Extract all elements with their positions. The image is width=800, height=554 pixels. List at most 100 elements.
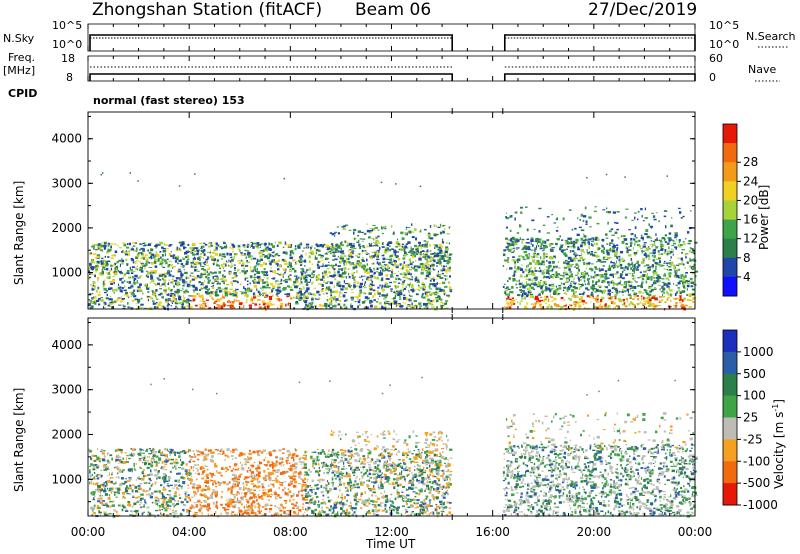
- scatter-cell: [529, 285, 532, 289]
- scatter-cell: [181, 303, 184, 306]
- scatter-cell: [630, 267, 633, 270]
- scatter-cell: [374, 292, 376, 296]
- scatter-cell: [289, 468, 293, 472]
- scatter-cell: [199, 276, 201, 279]
- scatter-cell: [587, 278, 590, 280]
- scatter-cell: [657, 276, 660, 280]
- scatter-cell: [653, 277, 656, 279]
- scatter-cell: [222, 304, 224, 308]
- scatter-cell: [411, 231, 415, 233]
- scatter-cell: [215, 510, 217, 514]
- scatter-cell: [186, 255, 190, 258]
- scatter-cell: [329, 306, 333, 310]
- scatter-cell: [235, 295, 239, 299]
- scatter-cell: [243, 295, 248, 297]
- scatter-cell: [176, 299, 178, 303]
- scatter-cell: [667, 282, 671, 285]
- scatter-cell: [174, 301, 178, 305]
- scatter-cell: [663, 237, 666, 241]
- scatter-cell: [624, 267, 627, 269]
- scatter-cell: [100, 514, 102, 517]
- scatter-cell: [410, 269, 412, 271]
- scatter-cell: [397, 257, 400, 261]
- scatter-cell: [528, 254, 531, 257]
- scatter-cell: [297, 292, 300, 294]
- scatter-cell: [252, 246, 255, 249]
- scatter-cell: [414, 280, 416, 282]
- scatter-cell: [519, 286, 522, 288]
- scatter-cell: [627, 284, 630, 287]
- scatter-cell: [288, 274, 291, 278]
- scatter-cell: [424, 265, 427, 267]
- scatter-cell: [317, 249, 321, 252]
- scatter-cell: [180, 249, 182, 252]
- scatter-cell: [216, 282, 219, 285]
- scatter-cell: [91, 297, 94, 300]
- scatter-cell: [654, 242, 656, 244]
- scatter-cell: [681, 251, 683, 254]
- scatter-cell: [336, 284, 339, 287]
- scatter-cell: [544, 297, 548, 301]
- scatter-cell: [409, 262, 413, 266]
- scatter-cell: [170, 291, 172, 294]
- scatter-cell: [521, 290, 524, 292]
- scatter-cell: [653, 269, 657, 272]
- scatter-cell: [641, 261, 645, 264]
- scatter-cell: [296, 513, 299, 515]
- scatter-cell: [558, 287, 562, 290]
- scatter-cell: [326, 258, 329, 260]
- scatter-cell: [643, 243, 646, 245]
- scatter-cell: [503, 306, 505, 308]
- scatter-cell: [357, 305, 359, 309]
- scatter-cell: [419, 230, 422, 233]
- scatter-cell: [318, 479, 321, 483]
- scatter-cell: [513, 249, 515, 252]
- scatter-cell: [180, 262, 184, 265]
- scatter-cell: [212, 263, 215, 266]
- scatter-cell: [629, 284, 633, 288]
- scatter-cell: [437, 226, 441, 228]
- scatter-cell: [687, 242, 691, 245]
- scatter-cell: [528, 270, 530, 272]
- scatter-cell: [662, 287, 666, 291]
- scatter-cell: [187, 291, 189, 293]
- scatter-cell: [252, 280, 254, 282]
- scatter-cell: [177, 269, 179, 273]
- scatter-cell: [98, 255, 101, 259]
- scatter-cell: [448, 286, 452, 290]
- scatter-cell: [598, 267, 600, 270]
- scatter-cell: [396, 251, 400, 253]
- scatter-cell: [376, 261, 379, 265]
- scatter-cell: [238, 492, 240, 495]
- scatter-cell: [679, 291, 683, 295]
- scatter-cell: [363, 232, 367, 235]
- scatter-cell: [690, 210, 692, 212]
- scatter-cell: [543, 263, 545, 266]
- scatter-cell: [291, 267, 295, 270]
- scatter-cell: [655, 258, 659, 260]
- scatter-cell: [519, 289, 522, 292]
- scatter-cell: [525, 281, 528, 284]
- scatter-cell: [146, 259, 148, 262]
- scatter-cell: [680, 258, 683, 261]
- y-tick-label: 1000: [51, 265, 82, 279]
- scatter-cell: [187, 243, 190, 246]
- scatter-cell: [599, 260, 602, 263]
- scatter-cell: [122, 304, 125, 306]
- scatter-cell: [126, 281, 128, 283]
- scatter-cell: [351, 276, 355, 280]
- scatter-cell: [440, 277, 444, 279]
- scatter-cell: [337, 270, 340, 274]
- scatter-cell: [232, 305, 234, 308]
- scatter-cell: [516, 247, 520, 249]
- scatter-cell: [241, 262, 245, 265]
- scatter-cell: [624, 216, 628, 219]
- scatter-cell: [396, 489, 399, 493]
- scatter-cell: [542, 281, 545, 284]
- scatter-cell: [661, 287, 664, 289]
- scatter-cell: [341, 268, 343, 271]
- scatter-cell: [296, 285, 299, 287]
- scatter-cell: [166, 304, 169, 307]
- scatter-cell: [132, 270, 136, 272]
- scatter-cell: [426, 258, 428, 262]
